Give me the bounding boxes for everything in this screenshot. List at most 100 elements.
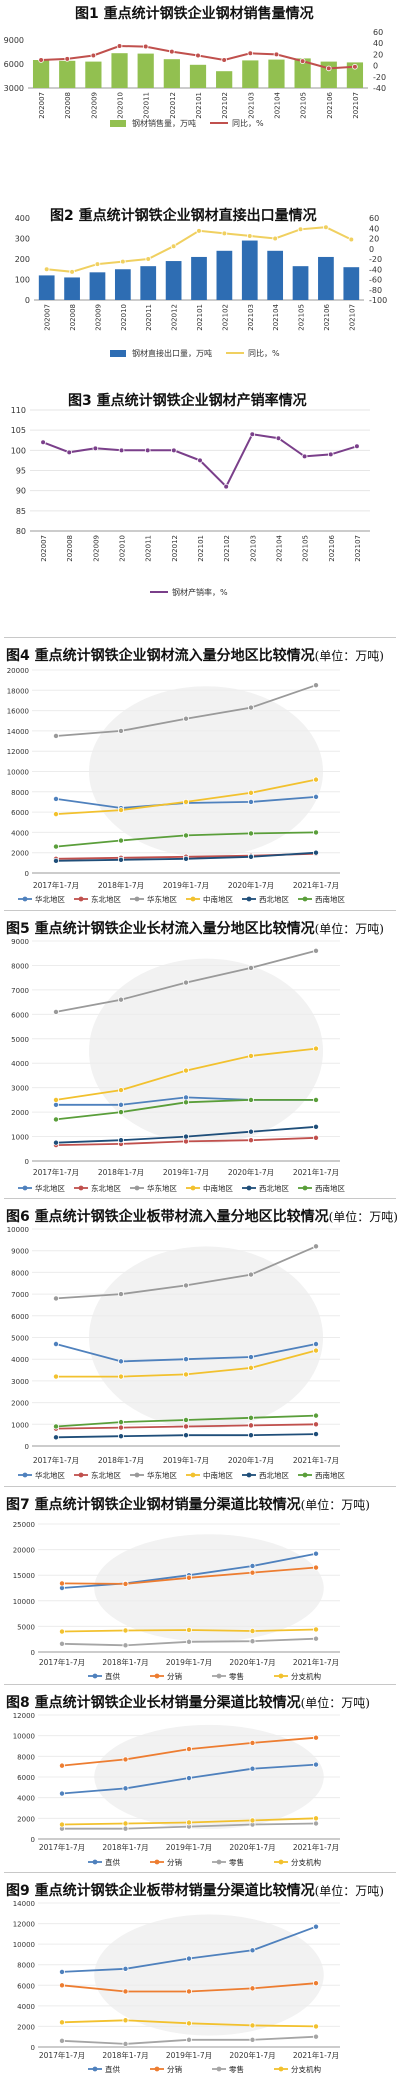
- y-tick-label: 400: [15, 214, 30, 223]
- data-point: [312, 1412, 319, 1419]
- data-point: [348, 236, 355, 243]
- data-point: [90, 52, 97, 59]
- data-point: [185, 1775, 192, 1782]
- data-point: [185, 1955, 192, 1962]
- chart-panel-2: 图2 重点统计钢铁企业钢材直接出口量情况 0 100 200 300 400 60 40 20…: [0, 200, 400, 375]
- bar: [294, 58, 311, 88]
- data-point: [312, 829, 319, 836]
- legend-marker: [302, 896, 308, 902]
- data-point: [247, 798, 254, 805]
- legend-marker: [134, 1185, 140, 1191]
- y-tick-label: 5000: [17, 1623, 35, 1631]
- data-point: [249, 1628, 256, 1635]
- legend-marker: [278, 2066, 284, 2072]
- y-tick-label: 80: [16, 527, 26, 536]
- data-point: [170, 243, 177, 249]
- legend-marker: [92, 2066, 98, 2072]
- legend-label: 西北地区: [259, 894, 289, 904]
- y-tick-label: 1000: [11, 1421, 29, 1429]
- data-point: [59, 1628, 66, 1635]
- data-point: [182, 715, 189, 722]
- y-tick-label: 3000: [4, 84, 24, 93]
- data-point: [122, 1820, 129, 1827]
- x-tick-label: 202105: [302, 535, 310, 562]
- data-point: [118, 1087, 125, 1094]
- data-point: [122, 1825, 129, 1832]
- chart-unit: (单位：万吨): [328, 1210, 398, 1224]
- x-tick-label: 202012: [171, 304, 179, 331]
- data-point: [53, 857, 60, 864]
- y-tick-label: 20000: [7, 667, 29, 675]
- x-tick-label: 202105: [298, 304, 306, 331]
- legend-marker: [216, 2066, 222, 2072]
- y-tick-label: 4000: [11, 1060, 29, 1068]
- data-point: [118, 1358, 125, 1365]
- legend-label: 直供: [105, 1857, 120, 1867]
- data-point: [182, 1138, 189, 1145]
- y-tick-label: 2000: [11, 850, 29, 858]
- chart-title: 图5 重点统计钢铁企业长材流入量分地区比较情况(单位：万吨): [6, 918, 384, 938]
- data-point: [247, 1354, 254, 1361]
- data-point: [182, 1356, 189, 1363]
- bar: [318, 256, 334, 300]
- legend-marker: [22, 1185, 28, 1191]
- x-tick-label: 2018年1-7月: [102, 2050, 148, 2060]
- x-tick-label: 202011: [145, 304, 153, 331]
- y-tick-label: 8000: [11, 1269, 29, 1277]
- legend-marker: [92, 1673, 98, 1679]
- data-point: [118, 1101, 125, 1108]
- legend-marker: [216, 1673, 222, 1679]
- data-point: [182, 1423, 189, 1430]
- data-point: [122, 1785, 129, 1792]
- data-point: [118, 727, 125, 734]
- data-point: [312, 1134, 319, 1141]
- bar: [241, 240, 258, 300]
- y-tick-label: 300: [15, 235, 30, 244]
- x-tick-label: 2018年1-7月: [98, 880, 144, 890]
- y2-tick-label: 20: [373, 50, 383, 59]
- data-point: [122, 2017, 129, 2024]
- x-tick-label: 202105: [300, 92, 308, 119]
- data-point: [249, 1739, 256, 1746]
- data-point: [247, 1137, 254, 1144]
- data-point: [69, 269, 75, 275]
- chart-title-text: 图8 重点统计钢铁企业长材销量分渠道比较情况: [6, 1695, 301, 1711]
- data-point: [312, 1431, 319, 1438]
- y2-tick-label: 40: [373, 39, 383, 48]
- y-tick-label: 95: [16, 467, 26, 476]
- x-tick-label: 202007: [40, 535, 48, 562]
- data-point: [323, 224, 329, 231]
- legend-marker: [190, 1185, 196, 1191]
- bar: [59, 60, 76, 88]
- data-point: [249, 431, 256, 437]
- y-tick-label: 0: [31, 2044, 35, 2052]
- legend-marker: [278, 1673, 284, 1679]
- data-point: [59, 2019, 66, 2026]
- y2-tick-label: 60: [369, 214, 379, 223]
- chart-title: 图8 重点统计钢铁企业长材销量分渠道比较情况(单位：万吨): [6, 1692, 370, 1712]
- bar: [242, 60, 259, 88]
- x-tick-label: 202010: [120, 304, 128, 331]
- x-tick-label: 202011: [143, 92, 151, 119]
- y-tick-label: 2000: [11, 1109, 29, 1117]
- x-tick-label: 2019年1-7月: [166, 1657, 212, 1667]
- legend-label: 分销: [167, 1671, 182, 1681]
- legend-marker: [278, 1859, 284, 1865]
- data-point: [247, 1052, 254, 1059]
- data-point: [325, 65, 332, 72]
- x-tick-label: 202106: [323, 303, 331, 330]
- y-tick-label: 10000: [7, 769, 29, 777]
- divider: [4, 1198, 396, 1199]
- y2-tick-label: -40: [369, 265, 382, 274]
- y-tick-label: 3000: [11, 1085, 29, 1093]
- legend-marker: [246, 896, 252, 902]
- data-point: [312, 1761, 319, 1768]
- data-point: [195, 52, 201, 59]
- x-tick-label: 202101: [195, 92, 203, 119]
- legend-marker: [134, 1472, 140, 1478]
- bar: [216, 71, 233, 88]
- x-tick-label: 202008: [64, 92, 72, 119]
- x-tick-label: 202012: [171, 535, 179, 562]
- bar: [114, 269, 131, 300]
- data-point: [182, 1282, 189, 1289]
